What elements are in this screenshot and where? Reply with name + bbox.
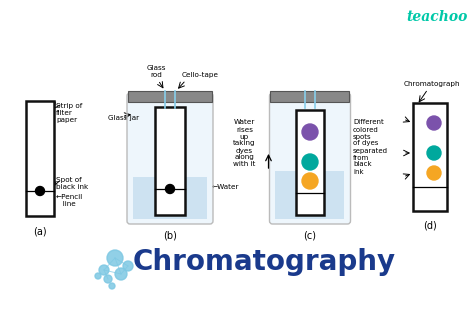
Circle shape xyxy=(99,265,109,275)
Text: ←Pencil
   line: ←Pencil line xyxy=(56,194,83,207)
FancyBboxPatch shape xyxy=(270,93,350,224)
Text: Different
colored
spots
of dyes
separated
from
black
ink: Different colored spots of dyes separate… xyxy=(353,120,388,174)
Text: Strip of
filter
paper: Strip of filter paper xyxy=(56,103,82,123)
Circle shape xyxy=(107,250,123,266)
Circle shape xyxy=(95,273,101,279)
Circle shape xyxy=(36,186,45,196)
Circle shape xyxy=(302,154,318,170)
Bar xyxy=(275,171,345,219)
Bar xyxy=(26,101,54,216)
Bar xyxy=(296,110,324,215)
Bar xyxy=(155,107,185,215)
Text: (d): (d) xyxy=(423,221,437,231)
Text: ←Water: ←Water xyxy=(212,184,239,190)
Circle shape xyxy=(104,275,112,283)
Circle shape xyxy=(115,268,127,280)
Bar xyxy=(128,91,212,102)
Circle shape xyxy=(427,166,441,180)
Text: Glass
rod: Glass rod xyxy=(146,65,166,78)
Text: (b): (b) xyxy=(163,231,177,241)
Bar xyxy=(271,91,349,102)
Circle shape xyxy=(427,146,441,160)
Text: Cello-tape: Cello-tape xyxy=(182,72,219,78)
Text: (c): (c) xyxy=(303,231,317,241)
Text: Spot of
black ink: Spot of black ink xyxy=(56,177,88,190)
Text: Water
rises
up
taking
dyes
along
with it: Water rises up taking dyes along with it xyxy=(233,120,256,168)
Circle shape xyxy=(302,124,318,140)
FancyBboxPatch shape xyxy=(127,93,213,224)
Circle shape xyxy=(109,283,115,289)
Text: (a): (a) xyxy=(33,226,47,236)
Circle shape xyxy=(123,261,133,271)
Text: teachoo: teachoo xyxy=(407,10,468,24)
Text: Chromatograph: Chromatograph xyxy=(404,81,460,87)
Bar xyxy=(413,103,447,211)
Text: Chromatography: Chromatography xyxy=(133,248,396,276)
Bar xyxy=(133,177,207,219)
Circle shape xyxy=(302,173,318,189)
Text: Glass jar: Glass jar xyxy=(108,115,139,121)
Circle shape xyxy=(427,116,441,130)
Circle shape xyxy=(165,184,174,194)
